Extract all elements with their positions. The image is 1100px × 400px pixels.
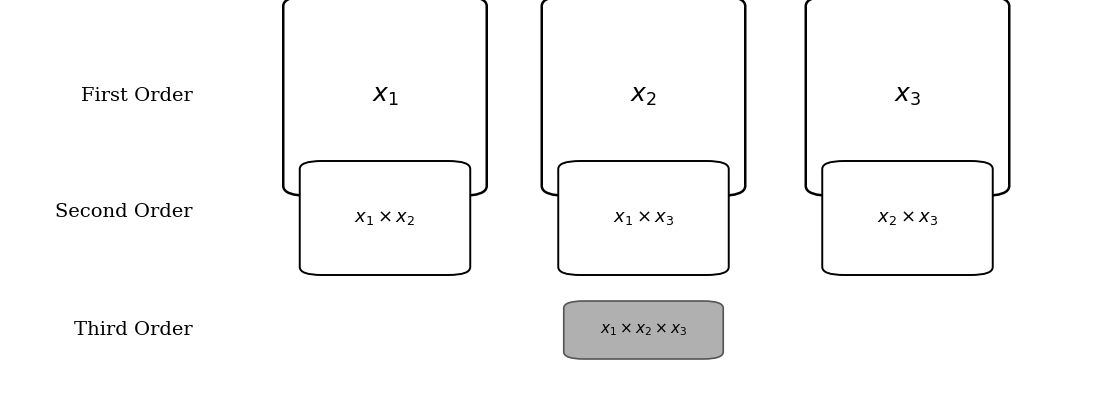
FancyBboxPatch shape <box>822 161 992 275</box>
Text: $x_3$: $x_3$ <box>894 84 921 108</box>
Text: $x_1 \times x_2 \times x_3$: $x_1 \times x_2 \times x_3$ <box>600 322 688 338</box>
Text: First Order: First Order <box>80 87 192 105</box>
Text: $x_2 \times x_3$: $x_2 \times x_3$ <box>877 209 938 227</box>
Text: Third Order: Third Order <box>74 321 192 339</box>
FancyBboxPatch shape <box>299 161 471 275</box>
Text: $x_2$: $x_2$ <box>630 84 657 108</box>
FancyBboxPatch shape <box>563 301 724 359</box>
FancyBboxPatch shape <box>541 0 746 196</box>
Text: $x_1$: $x_1$ <box>372 84 398 108</box>
Text: Second Order: Second Order <box>55 203 192 221</box>
FancyBboxPatch shape <box>283 0 486 196</box>
Text: $x_1 \times x_2$: $x_1 \times x_2$ <box>354 209 416 227</box>
FancyBboxPatch shape <box>805 0 1010 196</box>
Text: $x_1 \times x_3$: $x_1 \times x_3$ <box>613 209 674 227</box>
FancyBboxPatch shape <box>558 161 728 275</box>
